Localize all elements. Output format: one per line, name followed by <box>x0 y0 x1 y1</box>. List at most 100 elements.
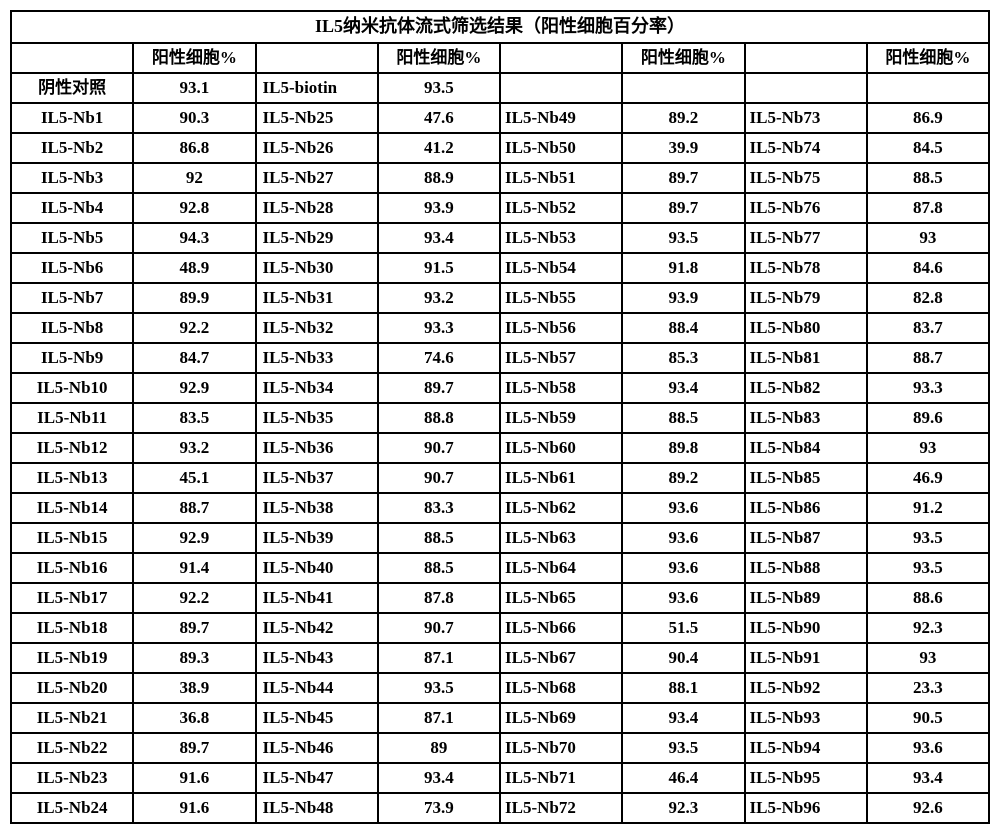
table-title: IL5纳米抗体流式筛选结果（阳性细胞百分率） <box>11 11 989 43</box>
sample-value: 92.2 <box>133 583 255 613</box>
control-blank-1 <box>500 73 622 103</box>
sample-name: IL5-Nb5 <box>11 223 133 253</box>
sample-value: 93.4 <box>378 763 500 793</box>
sample-value: 83.3 <box>378 493 500 523</box>
sample-value: 46.4 <box>622 763 744 793</box>
sample-name: IL5-Nb45 <box>256 703 378 733</box>
sample-name: IL5-Nb44 <box>256 673 378 703</box>
sample-name: IL5-Nb57 <box>500 343 622 373</box>
sample-value: 87.1 <box>378 643 500 673</box>
sample-name: IL5-Nb80 <box>745 313 867 343</box>
sample-name: IL5-Nb1 <box>11 103 133 133</box>
sample-value: 38.9 <box>133 673 255 703</box>
sample-name: IL5-Nb29 <box>256 223 378 253</box>
table-row: IL5-Nb594.3IL5-Nb2993.4IL5-Nb5393.5IL5-N… <box>11 223 989 253</box>
sample-name: IL5-Nb69 <box>500 703 622 733</box>
sample-name: IL5-Nb21 <box>11 703 133 733</box>
sample-value: 87.8 <box>867 193 989 223</box>
sample-name: IL5-Nb74 <box>745 133 867 163</box>
sample-name: IL5-Nb11 <box>11 403 133 433</box>
sample-value: 89.7 <box>622 193 744 223</box>
sample-name: IL5-Nb87 <box>745 523 867 553</box>
sample-value: 91.4 <box>133 553 255 583</box>
sample-name: IL5-Nb16 <box>11 553 133 583</box>
header-col-3: 阳性细胞% <box>622 43 744 73</box>
sample-value: 88.7 <box>867 343 989 373</box>
sample-name: IL5-Nb18 <box>11 613 133 643</box>
sample-value: 90.5 <box>867 703 989 733</box>
sample-value: 47.6 <box>378 103 500 133</box>
sample-name: IL5-Nb88 <box>745 553 867 583</box>
sample-name: IL5-Nb54 <box>500 253 622 283</box>
sample-value: 90.4 <box>622 643 744 673</box>
sample-name: IL5-Nb84 <box>745 433 867 463</box>
sample-name: IL5-Nb42 <box>256 613 378 643</box>
header-blank-3 <box>500 43 622 73</box>
sample-value: 89.9 <box>133 283 255 313</box>
control-row: 阴性对照 93.1 IL5-biotin 93.5 <box>11 73 989 103</box>
sample-name: IL5-Nb96 <box>745 793 867 823</box>
sample-value: 93.6 <box>622 523 744 553</box>
sample-name: IL5-Nb79 <box>745 283 867 313</box>
sample-value: 93.4 <box>867 763 989 793</box>
sample-value: 93.6 <box>622 553 744 583</box>
sample-value: 89.7 <box>622 163 744 193</box>
sample-name: IL5-Nb48 <box>256 793 378 823</box>
sample-value: 93.5 <box>378 673 500 703</box>
header-col-1: 阳性细胞% <box>133 43 255 73</box>
control-blank-4 <box>867 73 989 103</box>
sample-value: 93.4 <box>378 223 500 253</box>
sample-value: 46.9 <box>867 463 989 493</box>
sample-value: 90.7 <box>378 613 500 643</box>
sample-name: IL5-Nb25 <box>256 103 378 133</box>
sample-name: IL5-Nb81 <box>745 343 867 373</box>
sample-name: IL5-Nb22 <box>11 733 133 763</box>
sample-value: 89.2 <box>622 103 744 133</box>
sample-value: 48.9 <box>133 253 255 283</box>
sample-value: 88.5 <box>622 403 744 433</box>
sample-value: 88.6 <box>867 583 989 613</box>
table-row: IL5-Nb648.9IL5-Nb3091.5IL5-Nb5491.8IL5-N… <box>11 253 989 283</box>
sample-value: 84.5 <box>867 133 989 163</box>
sample-name: IL5-Nb64 <box>500 553 622 583</box>
table-row: IL5-Nb1183.5IL5-Nb3588.8IL5-Nb5988.5IL5-… <box>11 403 989 433</box>
sample-value: 88.5 <box>378 523 500 553</box>
sample-name: IL5-Nb62 <box>500 493 622 523</box>
sample-value: 93.2 <box>378 283 500 313</box>
sample-value: 73.9 <box>378 793 500 823</box>
sample-value: 36.8 <box>133 703 255 733</box>
biotin-value: 93.5 <box>378 73 500 103</box>
sample-value: 88.1 <box>622 673 744 703</box>
sample-name: IL5-Nb33 <box>256 343 378 373</box>
sample-name: IL5-Nb40 <box>256 553 378 583</box>
sample-name: IL5-Nb51 <box>500 163 622 193</box>
table-row: IL5-Nb1293.2IL5-Nb3690.7IL5-Nb6089.8IL5-… <box>11 433 989 463</box>
sample-value: 84.7 <box>133 343 255 373</box>
table-row: IL5-Nb2289.7IL5-Nb4689IL5-Nb7093.5IL5-Nb… <box>11 733 989 763</box>
sample-name: IL5-Nb3 <box>11 163 133 193</box>
sample-name: IL5-Nb30 <box>256 253 378 283</box>
sample-name: IL5-Nb27 <box>256 163 378 193</box>
sample-value: 87.8 <box>378 583 500 613</box>
sample-value: 88.8 <box>378 403 500 433</box>
sample-name: IL5-Nb94 <box>745 733 867 763</box>
sample-value: 93.3 <box>867 373 989 403</box>
sample-value: 91.5 <box>378 253 500 283</box>
sample-name: IL5-Nb58 <box>500 373 622 403</box>
sample-name: IL5-Nb35 <box>256 403 378 433</box>
sample-name: IL5-Nb2 <box>11 133 133 163</box>
sample-value: 91.6 <box>133 763 255 793</box>
table-row: IL5-Nb286.8IL5-Nb2641.2IL5-Nb5039.9IL5-N… <box>11 133 989 163</box>
table-row: IL5-Nb1345.1IL5-Nb3790.7IL5-Nb6189.2IL5-… <box>11 463 989 493</box>
sample-name: IL5-Nb43 <box>256 643 378 673</box>
table-row: IL5-Nb1989.3IL5-Nb4387.1IL5-Nb6790.4IL5-… <box>11 643 989 673</box>
sample-name: IL5-Nb14 <box>11 493 133 523</box>
sample-name: IL5-Nb71 <box>500 763 622 793</box>
sample-name: IL5-Nb60 <box>500 433 622 463</box>
table-row: IL5-Nb1792.2IL5-Nb4187.8IL5-Nb6593.6IL5-… <box>11 583 989 613</box>
sample-name: IL5-Nb70 <box>500 733 622 763</box>
sample-name: IL5-Nb82 <box>745 373 867 403</box>
sample-value: 74.6 <box>378 343 500 373</box>
control-blank-3 <box>745 73 867 103</box>
sample-value: 94.3 <box>133 223 255 253</box>
